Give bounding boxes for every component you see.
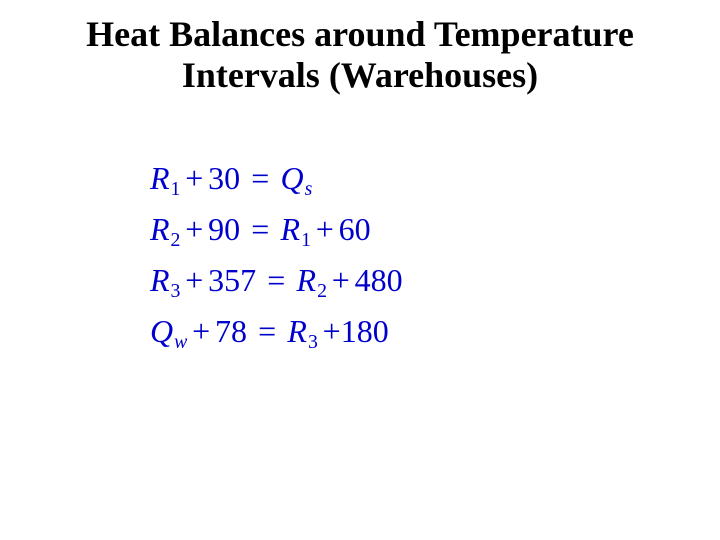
rhs-sub: 2 bbox=[317, 280, 327, 303]
equals-sign: = bbox=[251, 160, 269, 197]
lhs-num: 78 bbox=[215, 313, 247, 350]
equation-row: Qw+78=R3+180 bbox=[150, 313, 403, 350]
plus-sign: + bbox=[185, 262, 203, 299]
lhs-num: 90 bbox=[208, 211, 240, 248]
rhs-var: R bbox=[287, 313, 307, 350]
slide-title: Heat Balances around Temperature Interva… bbox=[0, 14, 720, 97]
rhs-num: 180 bbox=[341, 313, 389, 350]
rhs-sub: s bbox=[305, 178, 313, 201]
title-line-2: Intervals (Warehouses) bbox=[182, 55, 538, 95]
rhs-sub: 3 bbox=[308, 331, 318, 354]
rhs-num: 480 bbox=[355, 262, 403, 299]
equation-row: R1+30=Qs bbox=[150, 160, 403, 197]
lhs-num: 357 bbox=[208, 262, 256, 299]
equals-sign: = bbox=[267, 262, 285, 299]
equation-row: R2+90=R1+60 bbox=[150, 211, 403, 248]
lhs-sub: 2 bbox=[171, 229, 181, 252]
lhs-num: 30 bbox=[208, 160, 240, 197]
plus-sign: + bbox=[185, 160, 203, 197]
equals-sign: = bbox=[258, 313, 276, 350]
rhs-var: R bbox=[281, 211, 301, 248]
lhs-sub: 3 bbox=[171, 280, 181, 303]
rhs-var: Q bbox=[281, 160, 304, 197]
plus-sign: + bbox=[192, 313, 210, 350]
lhs-sub: w bbox=[174, 331, 187, 354]
slide: Heat Balances around Temperature Interva… bbox=[0, 0, 720, 540]
equals-sign: = bbox=[251, 211, 269, 248]
lhs-var: R bbox=[150, 160, 170, 197]
plus-sign: + bbox=[185, 211, 203, 248]
plus-sign: + bbox=[316, 211, 334, 248]
title-line-1: Heat Balances around Temperature bbox=[86, 14, 634, 54]
plus-sign: + bbox=[332, 262, 350, 299]
lhs-var: R bbox=[150, 262, 170, 299]
equation-row: R3+357=R2+480 bbox=[150, 262, 403, 299]
plus-sign: + bbox=[323, 313, 341, 350]
equation-block: R1+30=Qs R2+90=R1+60 R3+357=R2+480 Qw+78… bbox=[150, 160, 403, 350]
rhs-sub: 1 bbox=[301, 229, 311, 252]
rhs-var: R bbox=[297, 262, 317, 299]
rhs-num: 60 bbox=[339, 211, 371, 248]
lhs-var: R bbox=[150, 211, 170, 248]
lhs-var: Q bbox=[150, 313, 173, 350]
lhs-sub: 1 bbox=[171, 178, 181, 201]
